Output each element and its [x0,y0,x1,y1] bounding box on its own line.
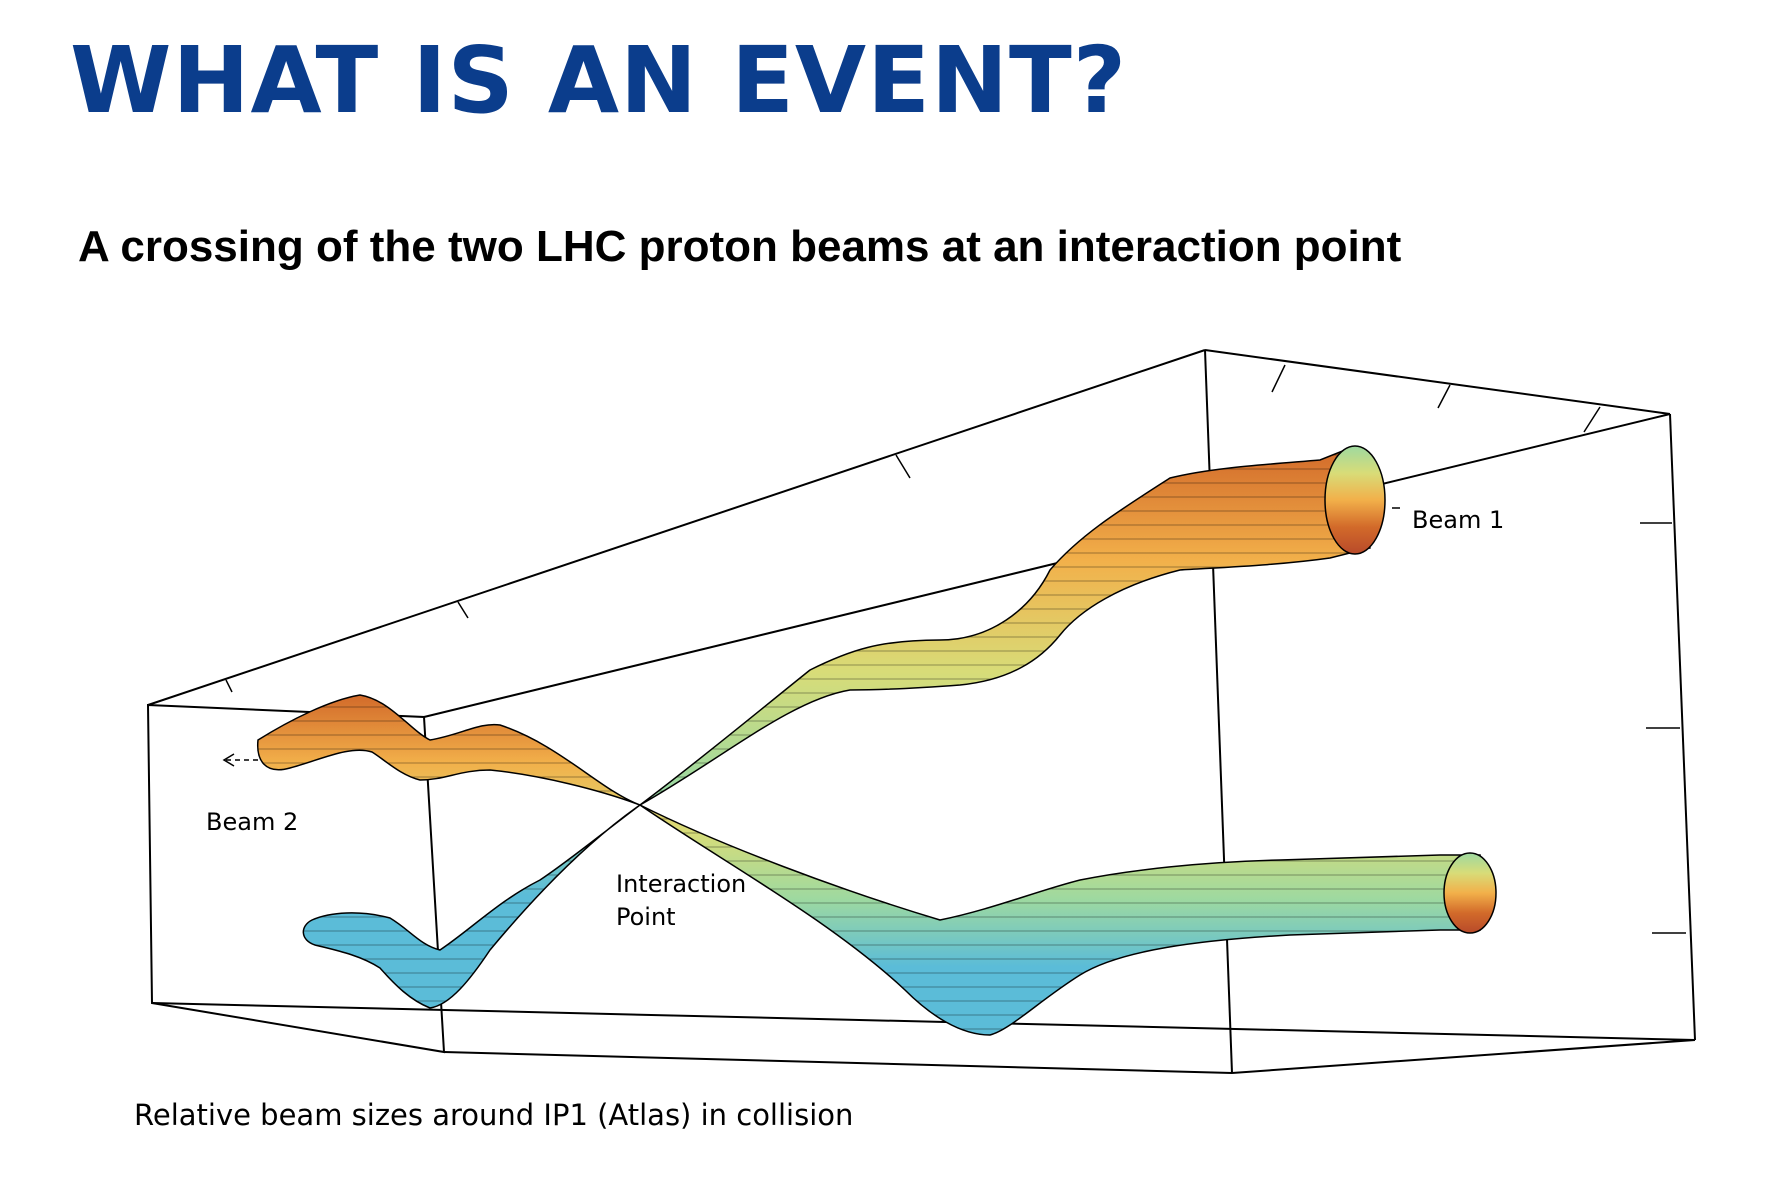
slide-subtitle: A crossing of the two LHC proton beams a… [78,222,1402,271]
interaction-point-label-line2: Point [616,903,676,931]
interaction-point-label-line1: Interaction [616,870,746,898]
axis-ticks [225,364,1686,934]
box-edge-top-near [423,413,1671,718]
box-edge-top-far [1204,349,1671,415]
box-edge-bottom-near [443,1051,1233,1074]
box-edge-bottom-back [151,1002,1696,1041]
beam-2-direction-arrow [222,753,258,767]
beam-1-tube [302,445,1386,1009]
slide-title: WHAT IS AN EVENT? [70,27,1128,134]
beam-1-end-cap [1324,445,1386,555]
beam-1-label: Beam 1 [1412,506,1504,534]
box-edge-vertical-right [1669,413,1696,1041]
box-edge-top-back [147,349,1206,706]
box-edge-bottom-diag [1231,1039,1696,1074]
figure-caption: Relative beam sizes around IP1 (Atlas) i… [134,1098,854,1132]
beam-2-end-cap [1443,852,1497,934]
box-edge-vertical-back [1204,349,1233,1074]
beam-2-tube [257,694,1497,1036]
beam-2-label: Beam 2 [206,808,298,836]
